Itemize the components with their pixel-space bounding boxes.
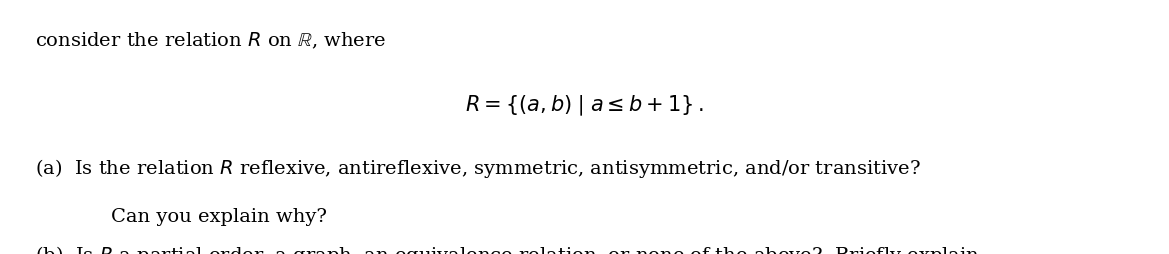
Text: $R = \{(a,b) \mid a \leq b+1\}\,.$: $R = \{(a,b) \mid a \leq b+1\}\,.$ bbox=[465, 94, 704, 118]
Text: Can you explain why?: Can you explain why? bbox=[111, 208, 327, 226]
Text: (a)  Is the relation $R$ reflexive, antireflexive, symmetric, antisymmetric, and: (a) Is the relation $R$ reflexive, antir… bbox=[35, 157, 921, 181]
Text: consider the relation $R$ on $\mathbb{R}$, where: consider the relation $R$ on $\mathbb{R}… bbox=[35, 30, 386, 51]
Text: (b)  Is $R$ a partial order, a graph, an equivalence relation, or none of the ab: (b) Is $R$ a partial order, a graph, an … bbox=[35, 244, 984, 254]
